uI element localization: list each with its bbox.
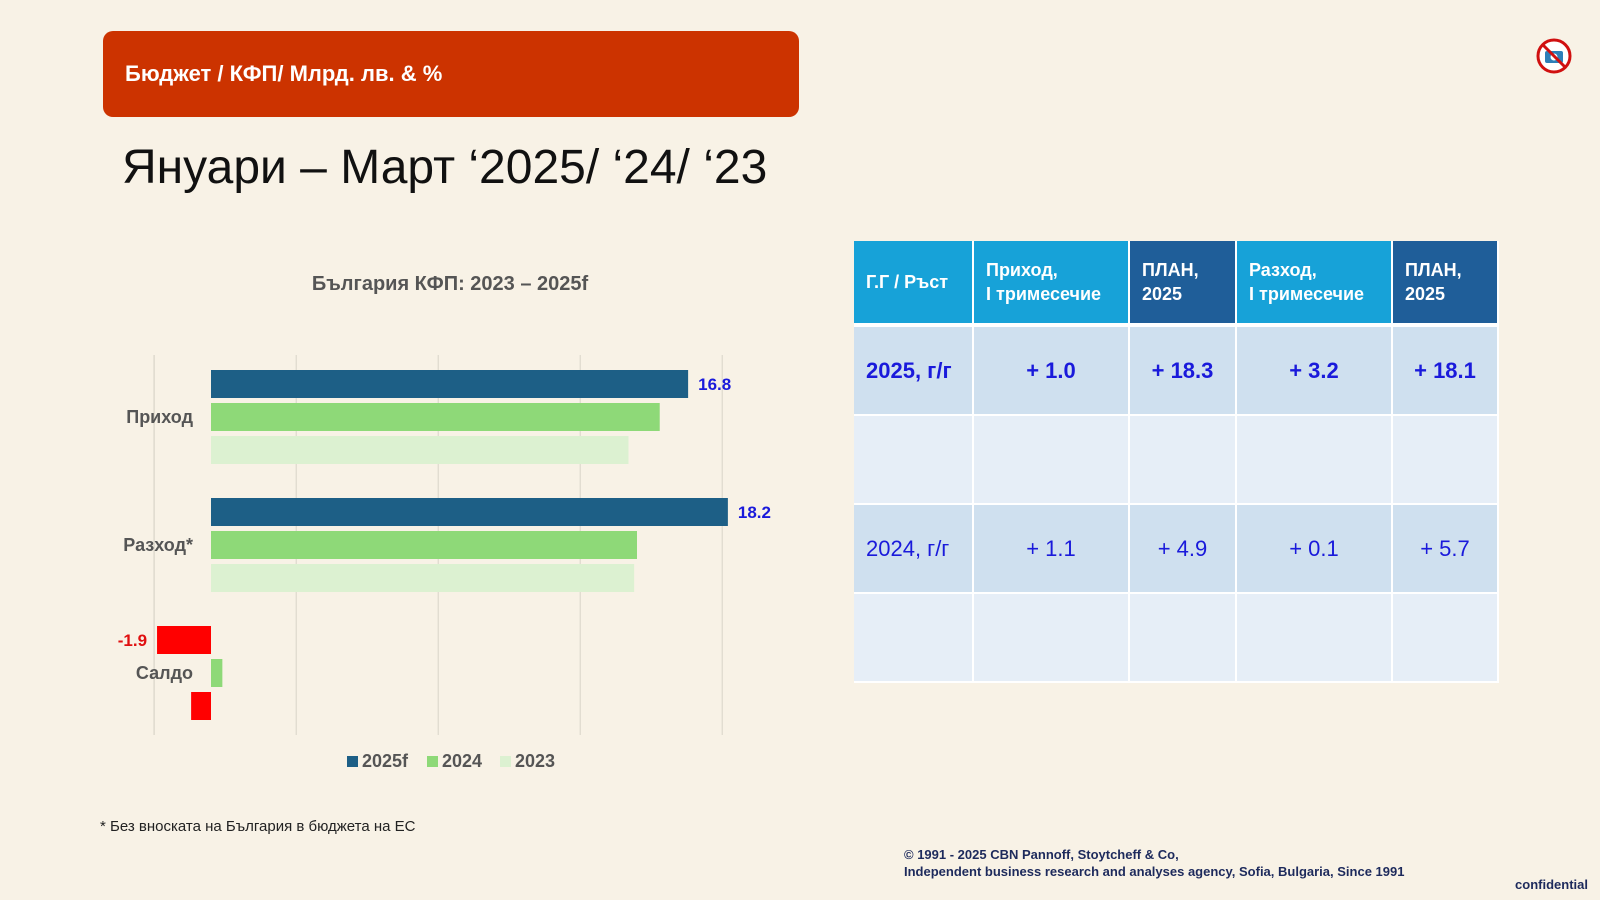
table-row-2025: 2025, г/г + 1.0 + 18.3 + 3.2 + 18.1 bbox=[854, 327, 1499, 416]
table-cell bbox=[974, 416, 1130, 505]
legend-label: 2023 bbox=[515, 751, 555, 771]
table-row-empty bbox=[854, 594, 1499, 683]
table-cell bbox=[854, 416, 974, 505]
data-label: 16.8 bbox=[698, 375, 731, 394]
table-cell bbox=[1130, 594, 1237, 683]
bar-2025f-0 bbox=[211, 370, 689, 398]
bar-2024-0 bbox=[211, 403, 660, 431]
bar-2024-2 bbox=[211, 659, 223, 687]
table-cell: + 5.7 bbox=[1393, 505, 1499, 594]
category-label: Салдо bbox=[136, 663, 193, 683]
header-expense-q1: Разход, I тримесечие bbox=[1237, 241, 1393, 327]
category-label: Приход bbox=[126, 407, 193, 427]
copyright-line-2: Independent business research and analys… bbox=[904, 864, 1405, 879]
table-cell: + 4.9 bbox=[1130, 505, 1237, 594]
legend-swatch bbox=[500, 756, 511, 767]
bar-2023-2 bbox=[191, 692, 211, 720]
table-header-row: Г.Г / Ръст Приход, I тримесечие ПЛАН, 20… bbox=[854, 241, 1499, 327]
table-cell: + 18.3 bbox=[1130, 327, 1237, 416]
table-cell: 2024, г/г bbox=[854, 505, 974, 594]
bar-2023-1 bbox=[211, 564, 635, 592]
bar-2025f-2 bbox=[157, 626, 211, 654]
legend-label: 2024 bbox=[442, 751, 482, 771]
bar-2023-0 bbox=[211, 436, 629, 464]
legend-swatch bbox=[427, 756, 438, 767]
bar-chart: България КФП: 2023 – 2025f 16.8 Приход 18.… bbox=[118, 273, 771, 771]
table-cell: + 3.2 bbox=[1237, 327, 1393, 416]
table-cell bbox=[1130, 416, 1237, 505]
table-cell bbox=[1393, 416, 1499, 505]
table-cell: + 0.1 bbox=[1237, 505, 1393, 594]
page-title: Януари – Март ‘2025/ ‘24/ ‘23 bbox=[122, 141, 768, 194]
table-cell: + 1.1 bbox=[974, 505, 1130, 594]
bar-2024-1 bbox=[211, 531, 637, 559]
data-label: -1.9 bbox=[118, 631, 147, 650]
data-label: 18.2 bbox=[738, 503, 771, 522]
section-banner: Бюджет / КФП/ Млрд. лв. & % bbox=[103, 31, 799, 117]
footnote: * Без вноската на България в бюджета на … bbox=[100, 818, 416, 835]
table-cell bbox=[1237, 594, 1393, 683]
copyright: © 1991 - 2025 CBN Pannoff, Stoytcheff & … bbox=[904, 846, 1404, 880]
category-label: Разход* bbox=[123, 535, 193, 555]
table-cell: 2025, г/г bbox=[854, 327, 974, 416]
banner-title: Бюджет / КФП/ Млрд. лв. & % bbox=[125, 61, 443, 86]
chart-legend: 2025f 2024 2023 bbox=[347, 751, 555, 771]
legend-swatch bbox=[347, 756, 358, 767]
bar-2025f-1 bbox=[211, 498, 728, 526]
table-cell bbox=[974, 594, 1130, 683]
growth-table: Г.Г / Ръст Приход, I тримесечие ПЛАН, 20… bbox=[854, 241, 1499, 683]
table-cell: + 1.0 bbox=[974, 327, 1130, 416]
header-revenue-q1: Приход, I тримесечие bbox=[974, 241, 1130, 327]
copyright-line-1: © 1991 - 2025 CBN Pannoff, Stoytcheff & … bbox=[904, 847, 1179, 862]
table-cell bbox=[854, 594, 974, 683]
chart-title: България КФП: 2023 – 2025f bbox=[312, 273, 589, 295]
table-row-empty bbox=[854, 416, 1499, 505]
header-plan-revenue: ПЛАН, 2025 bbox=[1130, 241, 1237, 327]
legend-label: 2025f bbox=[362, 751, 409, 771]
table-row-2024: 2024, г/г + 1.1 + 4.9 + 0.1 + 5.7 bbox=[854, 505, 1499, 594]
table-cell: + 18.1 bbox=[1393, 327, 1499, 416]
header-year-growth: Г.Г / Ръст bbox=[854, 241, 974, 327]
table-cell bbox=[1393, 594, 1499, 683]
header-plan-expense: ПЛАН, 2025 bbox=[1393, 241, 1499, 327]
table-cell bbox=[1237, 416, 1393, 505]
confidential-label: confidential bbox=[1515, 877, 1588, 892]
no-camera-icon bbox=[1536, 38, 1572, 74]
